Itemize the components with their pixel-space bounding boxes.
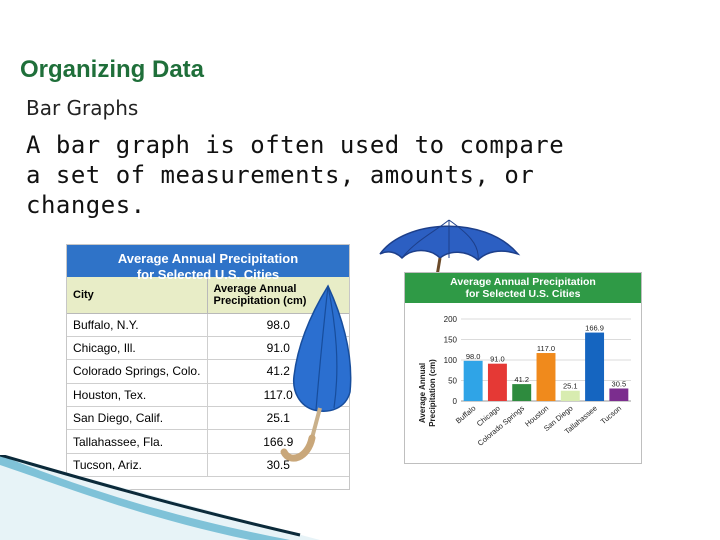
- umbrella-icon: [280, 284, 352, 462]
- city-column-header: City: [67, 277, 207, 314]
- slide-title: Organizing Data: [20, 56, 205, 83]
- table-title-line1: Average Annual Precipitation: [117, 251, 299, 266]
- bar-value-label: 98.0: [466, 352, 481, 361]
- precipitation-header-line2: Precipitation (cm): [213, 294, 307, 307]
- bar-value-label: 91.0: [490, 355, 505, 364]
- chart-bars: [463, 332, 629, 401]
- city-cell: Houston, Tex.: [67, 383, 207, 408]
- y-tick-label: 0: [453, 397, 458, 406]
- table-title-line2: for Selected U.S. Cities: [136, 267, 280, 282]
- table-title: Average Annual Precipitation for Selecte…: [67, 245, 349, 282]
- bar: [536, 353, 556, 401]
- city-cell: San Diego, Calif.: [67, 406, 207, 431]
- teal-stripe: [0, 455, 320, 540]
- y-tick-label: 50: [448, 377, 457, 386]
- bar-value-label: 30.5: [612, 379, 627, 388]
- city-cell: Tucson, Ariz.: [67, 453, 207, 478]
- chart-title-line2: for Selected U.S. Cities: [465, 288, 581, 300]
- y-tick-label: 200: [444, 315, 458, 324]
- bar: [585, 332, 605, 401]
- slide-subtitle: Bar Graphs: [26, 96, 139, 120]
- bar-value-label: 117.0: [537, 344, 555, 353]
- slide-body-text: A bar graph is often used to compare a s…: [26, 131, 565, 219]
- y-axis-label-line2: Precipitation (cm): [428, 359, 437, 427]
- bar: [487, 363, 507, 401]
- bar: [512, 384, 532, 401]
- city-cell: Chicago, Ill.: [67, 336, 207, 361]
- chart-plot: 05010015020098.0Buffalo91.0Chicago41.2Co…: [418, 315, 631, 448]
- precipitation-table: Average Annual Precipitation for Selecte…: [66, 244, 350, 490]
- chart-title-line1: Average Annual Precipitation: [450, 276, 596, 288]
- precipitation-cell: 30.5: [206, 453, 349, 478]
- bar-value-label: 41.2: [514, 375, 529, 384]
- city-cell: Tallahassee, Fla.: [67, 429, 207, 454]
- bar: [560, 390, 580, 401]
- table-row: Tucson, Ariz. 30.5: [67, 453, 349, 478]
- table-header-row: City Average Annual Precipitation (cm): [67, 277, 349, 314]
- city-cell: Buffalo, N.Y.: [67, 313, 207, 337]
- chart-title: Average Annual Precipitation for Selecte…: [405, 273, 641, 303]
- y-tick-label: 150: [444, 336, 458, 345]
- y-tick-label: 100: [444, 356, 458, 365]
- y-axis-label-line1: Average Annual: [418, 363, 427, 423]
- bar: [463, 360, 483, 401]
- city-cell: Colorado Springs, Colo.: [67, 359, 207, 384]
- data-table: City Average Annual Precipitation (cm) B…: [67, 277, 349, 478]
- bar: [609, 388, 629, 401]
- bar-value-label: 166.9: [585, 324, 604, 333]
- precipitation-header-line1: Average Annual: [213, 282, 297, 295]
- bar-chart: Average Annual Precipitation for Selecte…: [404, 272, 642, 464]
- x-tick-label: Buffalo: [454, 404, 478, 426]
- precipitation-cell: 25.1: [206, 406, 349, 431]
- table-row: San Diego, Calif. 25.1: [67, 406, 349, 431]
- bar-value-label: 25.1: [563, 382, 578, 391]
- x-tick-label: Tucson: [599, 404, 623, 427]
